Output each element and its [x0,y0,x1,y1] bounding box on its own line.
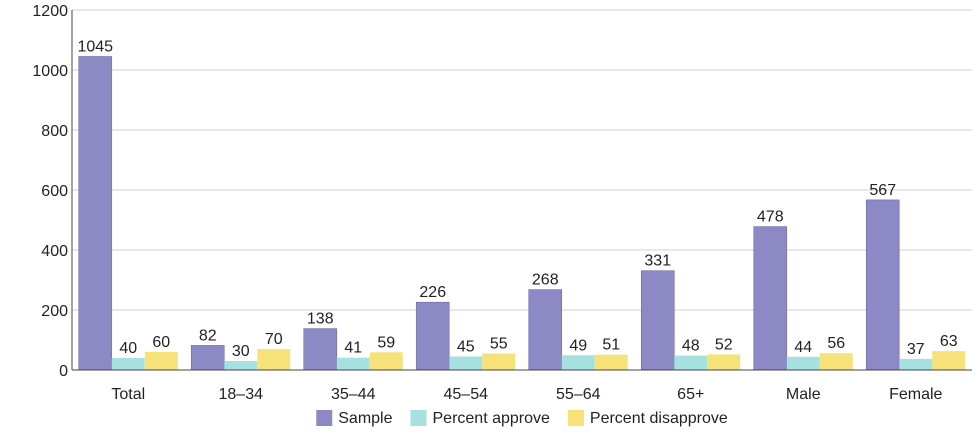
data-label: 37 [907,341,925,358]
bar-percent-approve [674,355,708,370]
data-label: 45 [457,339,475,356]
data-label: 48 [682,338,700,355]
y-tick-label: 1000 [32,63,68,80]
bars [78,56,966,371]
y-tick-label: 400 [41,243,68,260]
data-label: 56 [827,335,845,352]
bar-percent-approve [786,356,820,370]
legend-item: Percent disapprove [567,410,728,427]
x-tick-label: Total [111,386,145,403]
data-label: 52 [715,336,733,353]
bar-percent-approve [111,358,145,370]
bar-sample [528,289,563,371]
y-tick-label: 1200 [32,3,68,20]
data-label: 41 [344,340,362,357]
data-label: 59 [377,334,395,351]
bar-percent-disapprove [144,352,178,370]
bar-percent-approve [561,355,595,370]
data-label: 478 [757,209,784,226]
x-tick-label: Male [786,386,821,403]
bar-sample [640,270,675,371]
data-label: 63 [940,333,958,350]
data-labels: 1045 40 60 82 30 70 138 41 59 226 45 55 268 49 51 331 48… [77,39,957,361]
bar-sample [303,328,338,371]
legend-label: Percent disapprove [590,410,728,427]
data-label: 30 [232,343,250,360]
bar-percent-disapprove [819,353,853,370]
legend-swatch [410,410,427,426]
data-label: 51 [602,337,620,354]
legend-label: Percent approve [432,410,550,427]
data-label: 55 [490,336,508,353]
bar-percent-disapprove [482,353,516,370]
x-tick-label: 35–44 [331,386,376,403]
bar-percent-disapprove [932,351,966,370]
bar-sample [78,56,113,371]
legend-item: Percent approve [410,410,550,427]
data-label: 49 [569,337,587,354]
x-tick-label: 18–34 [219,386,264,403]
legend-swatch [567,410,584,426]
data-label: 138 [307,311,334,328]
data-label: 60 [152,334,170,351]
bar-sample [190,345,225,371]
data-label: 44 [794,339,812,356]
y-tick-label: 0 [59,363,68,380]
bar-percent-approve [449,356,483,370]
y-tick-label: 200 [41,303,68,320]
data-label: 82 [199,327,217,344]
gridlines [72,9,972,311]
x-tick-label: Female [889,386,942,403]
data-label: 70 [265,331,283,348]
data-label: 226 [419,284,446,301]
bar-percent-approve [336,357,370,370]
bar-percent-disapprove [707,354,741,370]
x-tick-label: 65+ [677,386,704,403]
data-label: 1045 [77,39,113,56]
bar-percent-approve [224,361,258,370]
x-tick-label: 55–64 [556,386,601,403]
legend: Sample Percent approve Percent disapprove [316,410,728,427]
data-label: 331 [644,253,671,270]
legend-label: Sample [338,410,392,427]
legend-swatch [316,410,333,426]
y-tick-label: 600 [41,183,68,200]
legend-item: Sample [316,410,393,427]
y-tick-label: 800 [41,123,68,140]
data-label: 567 [869,182,896,199]
bar-percent-disapprove [369,352,403,370]
bar-percent-approve [899,358,933,370]
data-label: 40 [119,340,137,357]
data-label: 268 [532,272,559,289]
bar-sample [865,199,900,371]
x-tick-label: 45–54 [444,386,489,403]
bar-percent-disapprove [257,349,291,370]
bar-percent-disapprove [594,354,628,370]
bar-sample [753,226,788,371]
axes: 0 200 400 600 800 1000 1200 Total 18–34 35–44 45–5… [32,3,972,403]
bar-sample [415,301,450,371]
